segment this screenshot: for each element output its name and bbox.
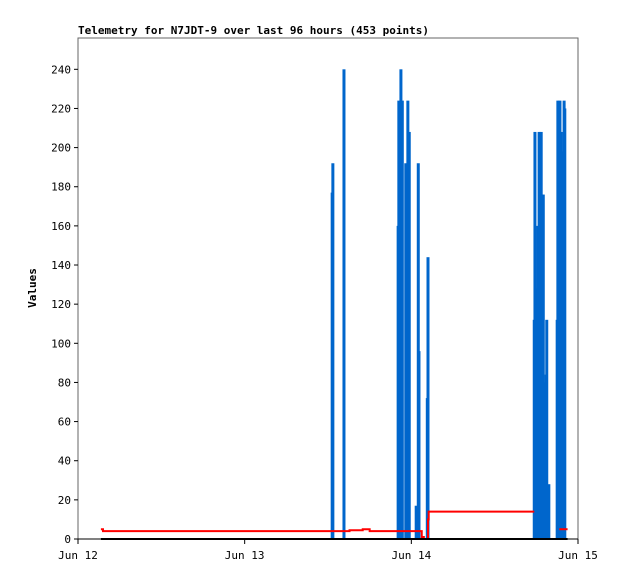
y-tick-label: 0 [64,533,71,546]
bar [556,100,560,539]
y-tick-label: 20 [58,494,71,507]
y-tick-label: 160 [51,220,71,233]
bar [400,100,404,539]
x-tick-label: Jun 12 [58,549,98,562]
y-tick-label: 200 [51,142,71,155]
bar [397,100,401,539]
y-tick-label: 220 [51,102,71,115]
bar [417,351,421,539]
bar [537,131,541,539]
red-series-line [100,510,535,540]
bar [407,131,411,539]
y-tick-label: 100 [51,337,71,350]
y-tick-label: 60 [58,416,71,429]
bar [426,257,430,539]
bar [541,194,545,539]
x-tick-label: Jun 15 [558,549,598,562]
x-tick-label: Jun 14 [391,549,431,562]
y-tick-label: 40 [58,455,71,468]
bar [414,505,418,539]
plot-frame [77,37,579,540]
bar [545,319,549,539]
y-tick-label: 240 [51,63,71,76]
y-tick-label: 80 [58,376,71,389]
y-axis-label: Values [26,268,39,308]
chart-title: Telemetry for N7JDT-9 over last 96 hours… [78,24,429,37]
y-tick-label: 120 [51,298,71,311]
bar [547,484,551,539]
bar [563,108,567,539]
y-tick-label: 180 [51,181,71,194]
x-tick-label: Jun 13 [225,549,265,562]
y-tick-label: 140 [51,259,71,272]
bar [331,163,335,539]
bar [342,69,346,539]
